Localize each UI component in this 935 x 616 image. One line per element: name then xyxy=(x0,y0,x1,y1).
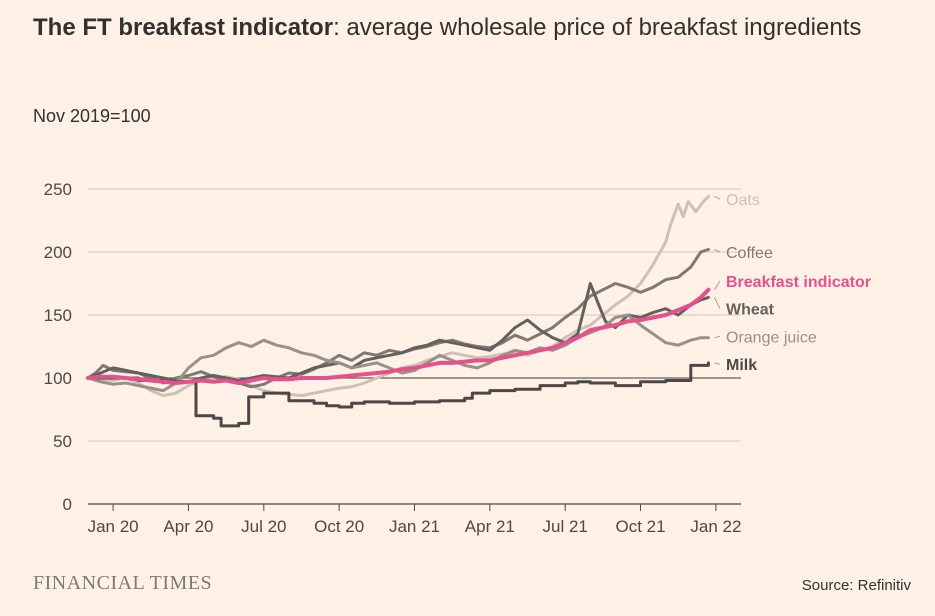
series-label-wheat: Wheat xyxy=(726,302,775,319)
series-line-milk xyxy=(86,361,710,428)
source-note: Source: Refinitiv xyxy=(801,577,911,594)
series-lines xyxy=(86,195,711,428)
leader-line-coffee xyxy=(714,249,721,253)
y-tick-label: 50 xyxy=(53,432,72,451)
series-label-milk: Milk xyxy=(726,357,757,374)
leader-line-breakfast-indicator xyxy=(713,280,721,291)
series-label-coffee: Coffee xyxy=(726,245,773,262)
series-label-orange-juice: Orange juice xyxy=(726,329,817,346)
x-tick-label: Jul 21 xyxy=(543,517,588,536)
y-tick-label: 200 xyxy=(44,243,72,262)
series-line-orange-juice xyxy=(86,313,710,393)
chart-subtitle: Nov 2019=100 xyxy=(33,106,151,126)
chart-title-rest: : average wholesale price of breakfast i… xyxy=(333,14,862,41)
chart-title-bold: The FT breakfast indicator xyxy=(33,14,334,41)
y-tick-label: 100 xyxy=(44,369,72,388)
x-tick-label: Apr 20 xyxy=(163,517,213,536)
x-tick-label: Jan 22 xyxy=(690,517,741,536)
x-tick-label: Jan 21 xyxy=(389,517,440,536)
y-axis-ticks: 0 50 100 150 200 250 xyxy=(44,180,72,514)
y-tick-label: 250 xyxy=(44,180,72,199)
series-line-wheat xyxy=(86,282,710,384)
series-line-oats xyxy=(86,195,710,398)
x-tick-label: Jul 20 xyxy=(241,517,286,536)
x-axis-ticks: Jan 20 Apr 20 Jul 20 Oct 20 Jan 21 Apr 21 Jul … xyxy=(88,504,741,536)
y-tick-label: 0 xyxy=(63,495,72,514)
series-line-breakfast-indicator xyxy=(86,287,711,385)
series-labels: Oats Coffee Breakfast indicator Wheat Orange… xyxy=(713,192,871,374)
x-tick-label: Apr 21 xyxy=(465,517,515,536)
financial-times-logo: FINANCIAL TIMES xyxy=(33,572,213,594)
series-label-breakfast-indicator: Breakfast indicator xyxy=(726,274,871,291)
x-tick-label: Oct 20 xyxy=(314,517,364,536)
series-label-oats: Oats xyxy=(726,192,760,209)
leader-line-wheat xyxy=(713,297,721,309)
chart-title: The FT breakfast indicator: average whol… xyxy=(33,8,893,48)
leader-line-milk xyxy=(714,362,721,365)
x-tick-label: Jan 20 xyxy=(88,517,139,536)
y-tick-label: 150 xyxy=(44,306,72,325)
x-tick-label: Oct 21 xyxy=(615,517,665,536)
leader-line-orange-juice xyxy=(714,335,721,339)
leader-line-oats xyxy=(714,196,721,200)
